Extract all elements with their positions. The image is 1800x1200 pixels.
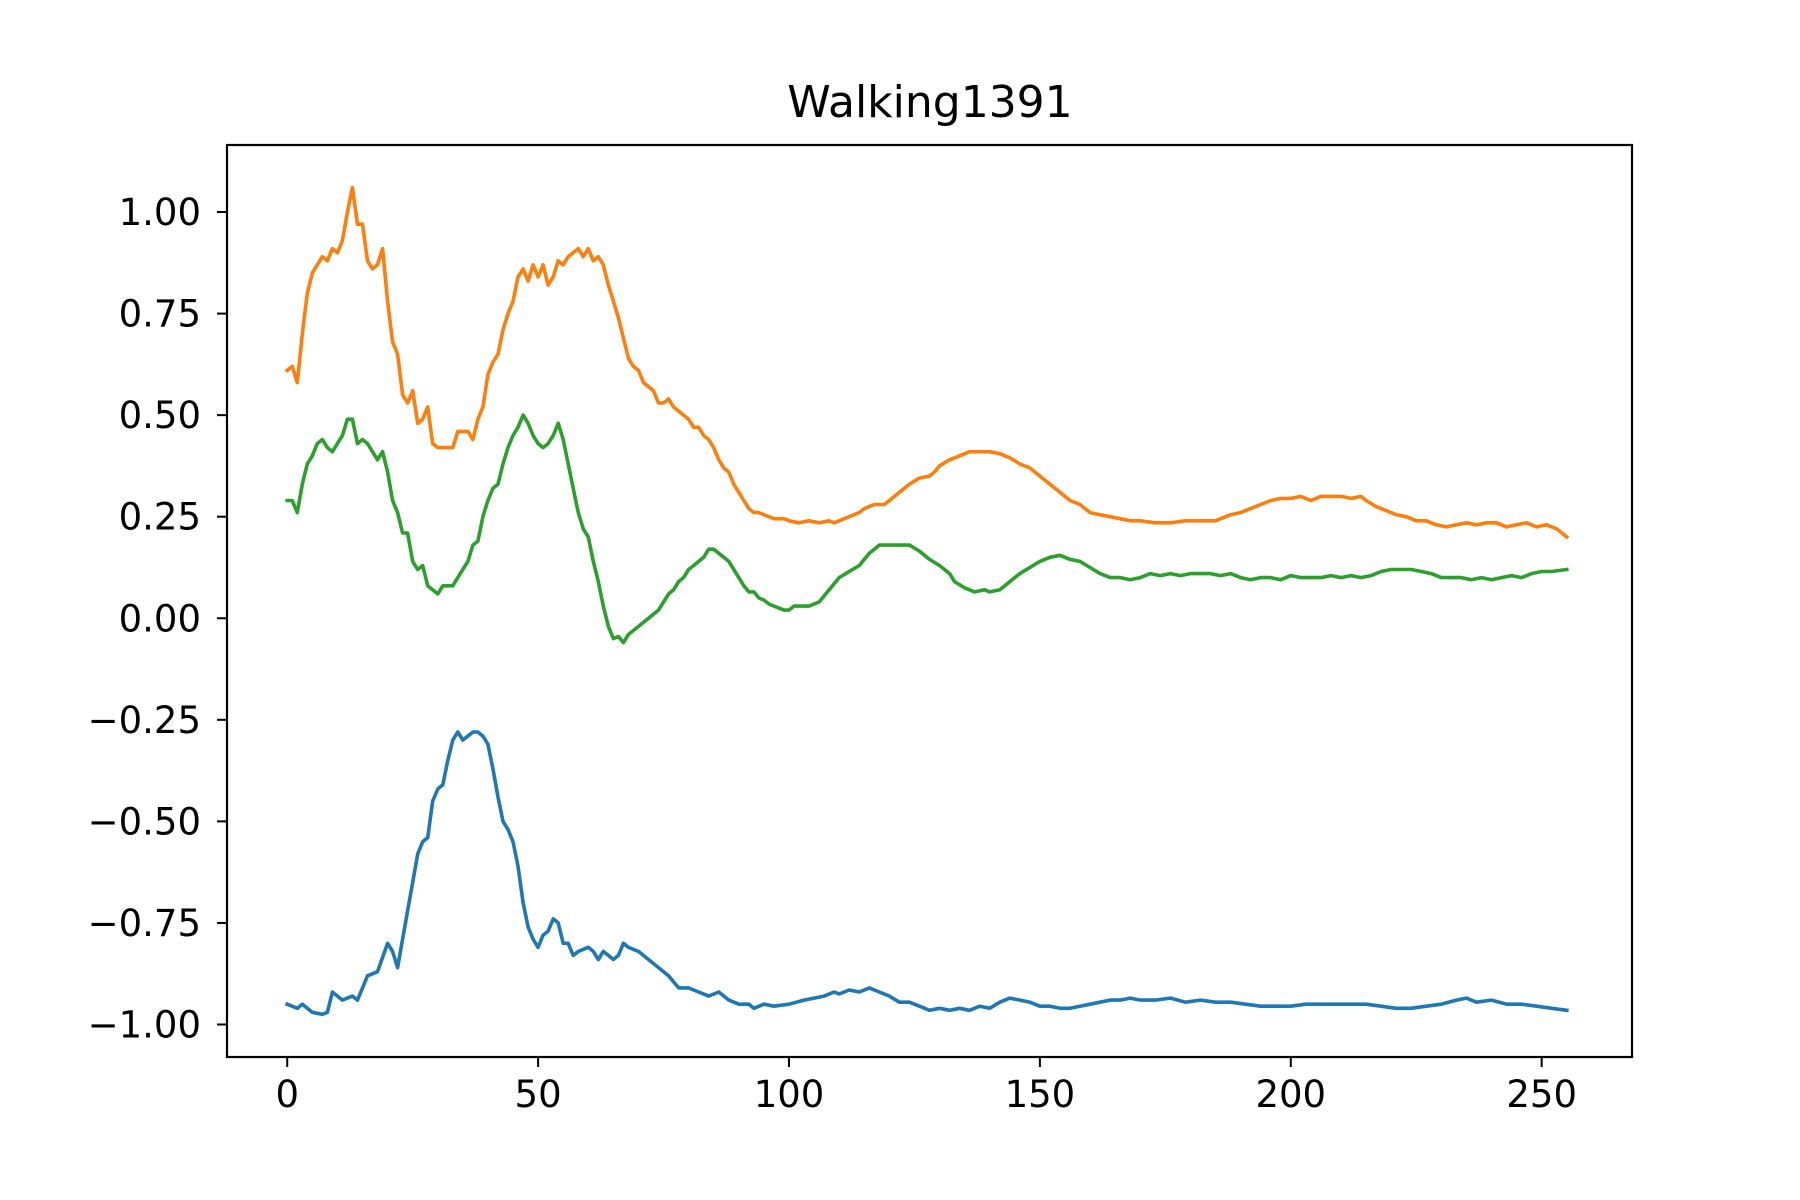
y-tick-label: −0.50 <box>88 800 201 843</box>
series-layer <box>284 185 1570 1017</box>
y-tick-label: −0.25 <box>88 699 201 742</box>
y-tick-label: 0.25 <box>119 496 201 539</box>
x-axis: 0 50 100 150 200 250 <box>275 1057 1577 1116</box>
y-tick-label: −0.75 <box>88 902 201 945</box>
x-tick-label: 250 <box>1506 1073 1577 1116</box>
x-tick-label: 50 <box>515 1073 562 1116</box>
plot-frame <box>225 143 1634 1059</box>
y-tick-label: 1.00 <box>119 191 201 234</box>
x-tick-label: 150 <box>1005 1073 1076 1116</box>
series-line-1 <box>284 730 1569 1017</box>
series-line-2 <box>284 185 1570 540</box>
y-tick-label: 0.00 <box>119 597 201 640</box>
y-tick-label: 0.50 <box>119 394 201 437</box>
x-tick-label: 0 <box>275 1073 299 1116</box>
series-line-3 <box>285 413 1569 645</box>
y-tick-label: −1.00 <box>88 1004 201 1047</box>
y-axis: 1.00 0.75 0.50 0.25 0.00 −0.25 −0.50 −0.75 −1.00 <box>88 191 227 1047</box>
x-tick-label: 100 <box>754 1073 825 1116</box>
x-tick-label: 200 <box>1255 1073 1326 1116</box>
chart-title: Walking1391 <box>787 77 1072 128</box>
y-tick-label: 0.75 <box>119 293 201 336</box>
